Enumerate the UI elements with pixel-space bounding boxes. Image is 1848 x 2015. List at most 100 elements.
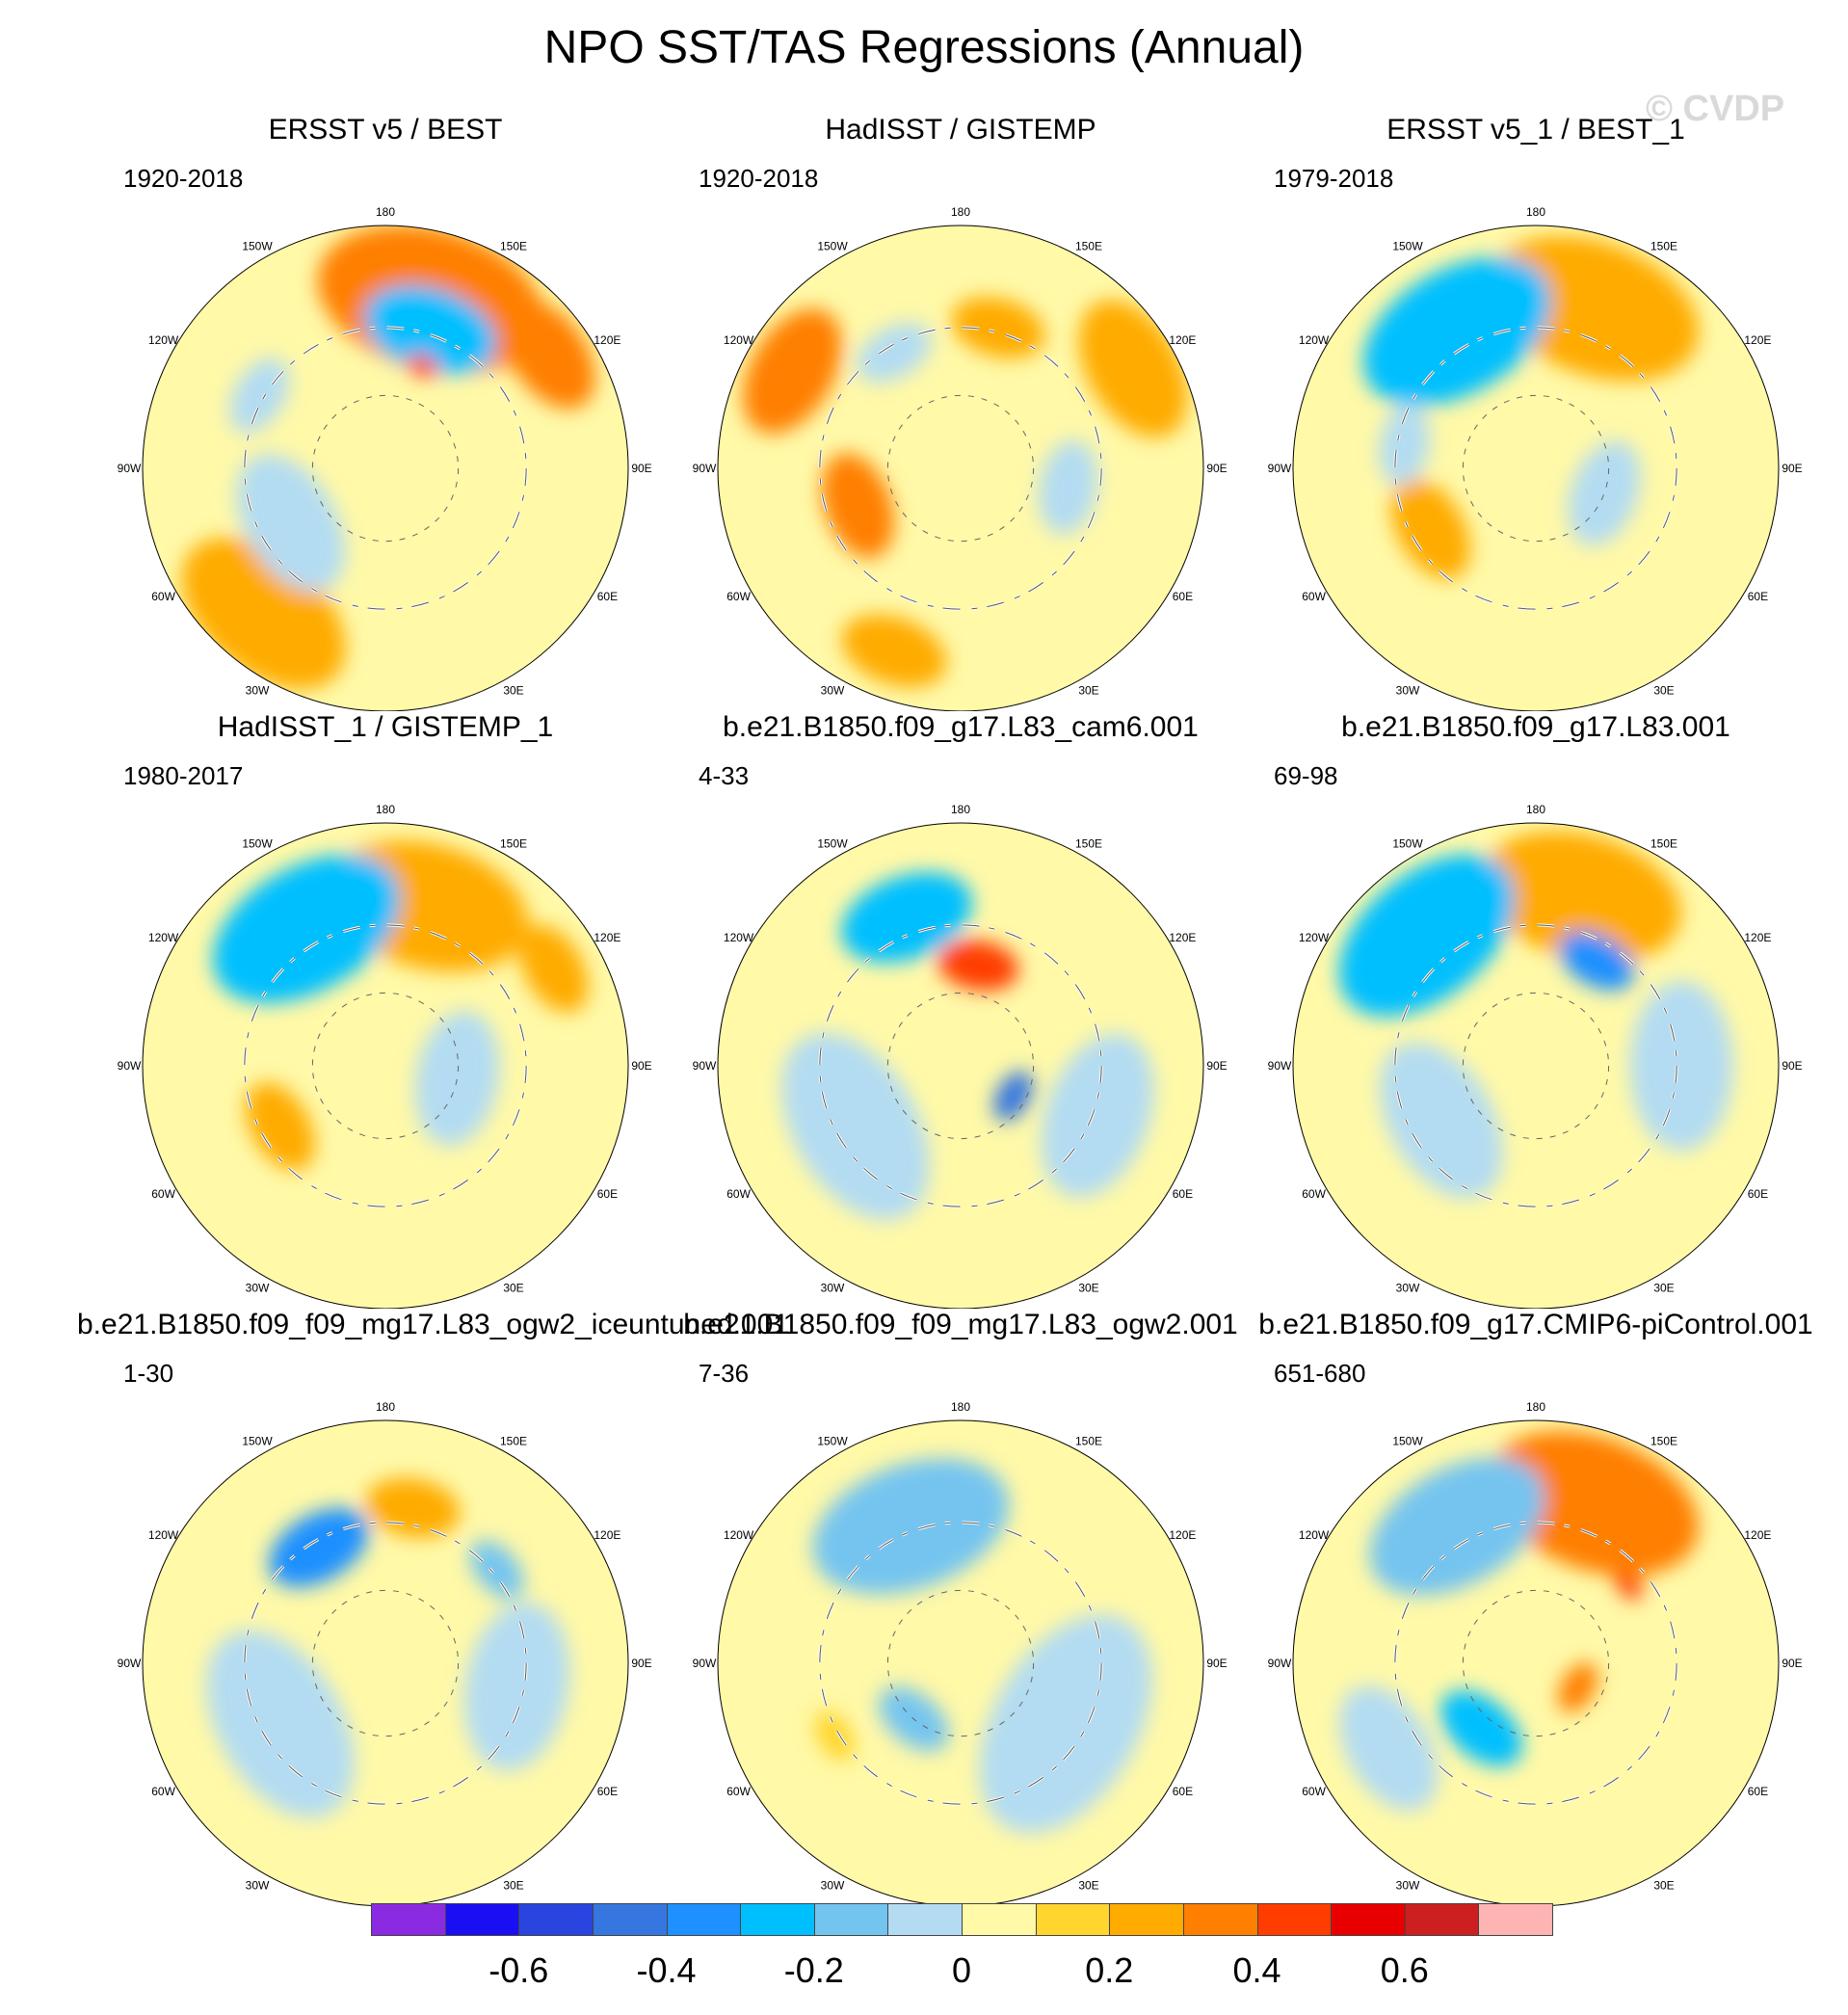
longitude-label: 150W xyxy=(817,1435,848,1448)
anomaly-region xyxy=(993,1071,1034,1122)
anomaly-layer xyxy=(1362,236,1699,579)
longitude-label: 120E xyxy=(1169,1528,1196,1542)
polar-map: 180150E120E90E60E30E030W60W90W120W150W xyxy=(693,205,1228,711)
longitude-label: 30W xyxy=(246,1281,270,1294)
map-border xyxy=(142,225,629,711)
anomaly-layer xyxy=(206,1477,570,1818)
panel-title: ERSST v5 / BEST xyxy=(268,114,503,146)
colorbar-swatch xyxy=(1478,1903,1553,1936)
longitude-label: 60W xyxy=(151,1187,175,1201)
anomaly-region xyxy=(364,285,497,375)
base-field xyxy=(143,225,628,711)
anomaly-region xyxy=(1481,831,1681,963)
longitude-label: 120W xyxy=(148,1528,179,1542)
colorbar xyxy=(371,1903,1553,1936)
colorbar-tick-label: 0.2 xyxy=(1085,1950,1134,1990)
longitude-label: 60W xyxy=(726,590,751,603)
longitude-label: 30E xyxy=(503,683,523,697)
longitude-label: 150E xyxy=(1075,1435,1102,1448)
longitude-label: 150W xyxy=(817,837,848,851)
colorbar-swatch xyxy=(1109,1903,1184,1936)
colorbar-swatch xyxy=(1331,1903,1406,1936)
map-panel: HadISST / GISTEMP 1920-2018 180 150E 120E 90E… xyxy=(652,114,1269,711)
longitude-label: 90W xyxy=(118,462,142,475)
map-border xyxy=(717,822,1204,1309)
longitude-label: 90E xyxy=(1206,462,1227,475)
map-field xyxy=(143,823,628,1309)
map-panel: ERSST v5 / BEST 1920-2018 180 150E 120E 90E 60… xyxy=(77,114,694,711)
map-border xyxy=(142,1419,629,1906)
colorbar-tick-label: -0.2 xyxy=(783,1950,844,1990)
longitude-label: 150E xyxy=(500,837,527,851)
coastline xyxy=(1394,327,1677,610)
map-field xyxy=(718,823,1203,1309)
coastline xyxy=(819,924,1102,1207)
map-field xyxy=(1293,225,1779,711)
coastline xyxy=(1394,924,1677,1207)
longitude-label: 90E xyxy=(1782,1657,1802,1670)
longitude-label: 60E xyxy=(1748,1785,1768,1798)
anomaly-region xyxy=(502,299,595,410)
anomaly-region xyxy=(1489,1431,1699,1577)
anomaly-region xyxy=(1439,1690,1522,1766)
longitude-label: 90W xyxy=(693,1657,717,1670)
panel-period: 651-680 xyxy=(1274,1359,1366,1388)
colorbar-swatch xyxy=(1182,1903,1258,1936)
longitude-label: 30E xyxy=(503,1878,523,1892)
colorbar-swatch xyxy=(518,1903,594,1936)
base-field xyxy=(718,1420,1203,1906)
longitude-label: 90E xyxy=(631,462,651,475)
longitude-label: 60E xyxy=(1173,1785,1193,1798)
map-border xyxy=(717,1419,1204,1906)
anomaly-region xyxy=(1559,931,1634,991)
longitude-label: 30W xyxy=(1396,1878,1420,1892)
anomaly-layer xyxy=(1338,831,1733,1199)
colorbar-tick-label: 0.4 xyxy=(1232,1950,1281,1990)
base-field xyxy=(1293,1420,1779,1906)
longitude-label: 30E xyxy=(1653,1878,1674,1892)
longitude-label: 60E xyxy=(1748,590,1768,603)
anomaly-region xyxy=(1362,257,1551,406)
longitude-label: 180 xyxy=(376,1400,395,1414)
coastline xyxy=(244,924,527,1207)
longitude-label: 150E xyxy=(1075,837,1102,851)
longitude-label: 90E xyxy=(1206,1059,1227,1073)
colorbar-swatch xyxy=(1404,1903,1480,1936)
anomaly-region xyxy=(814,1710,855,1762)
longitude-label: 120E xyxy=(1744,1528,1771,1542)
longitude-label: 150E xyxy=(1075,240,1102,253)
anomaly-region xyxy=(1629,980,1733,1152)
longitude-label: 60W xyxy=(726,1785,751,1798)
longitude-label: 150E xyxy=(1650,240,1677,253)
colorbar-tick-label: 0.6 xyxy=(1380,1950,1429,1990)
coastline xyxy=(886,992,1035,1140)
map-panel: HadISST_1 / GISTEMP_1 1980-2017 180 150E 120… xyxy=(77,711,694,1309)
anomaly-region xyxy=(406,354,439,378)
longitude-label: 150E xyxy=(1650,837,1677,851)
map-panel: b.e21.B1850.f09_g17.L83_cam6.001 4-33 180 1… xyxy=(652,711,1269,1309)
panel-title: b.e21.B1850.f09_g17.L83.001 xyxy=(1341,711,1730,743)
base-field xyxy=(1293,225,1779,711)
anomaly-layer xyxy=(181,225,595,689)
anomaly-region xyxy=(937,940,1019,992)
longitude-label: 30W xyxy=(246,683,270,697)
anomaly-layer xyxy=(743,297,1188,687)
longitude-label: 150W xyxy=(1392,1435,1423,1448)
colorbar-swatch xyxy=(740,1903,815,1936)
longitude-label: 60E xyxy=(597,1785,618,1798)
coastline xyxy=(1462,992,1610,1140)
panel-title: HadISST_1 / GISTEMP_1 xyxy=(217,711,554,743)
longitude-label: 60E xyxy=(1173,590,1193,603)
coastline xyxy=(1462,1589,1610,1737)
base-field xyxy=(1293,823,1779,1309)
anomaly-layer xyxy=(781,872,1154,1221)
polar-map: 180150E120E90E60E30E030W60W90W120W150W xyxy=(693,803,1228,1309)
map-border xyxy=(142,822,629,1309)
anomaly-region xyxy=(206,1630,355,1818)
map-border xyxy=(1292,822,1780,1309)
longitude-label: 60W xyxy=(1302,590,1326,603)
anomaly-region xyxy=(1339,1685,1439,1811)
longitude-label: 60W xyxy=(726,1187,751,1201)
longitude-label: 120W xyxy=(148,931,179,944)
map-border xyxy=(1292,225,1780,711)
